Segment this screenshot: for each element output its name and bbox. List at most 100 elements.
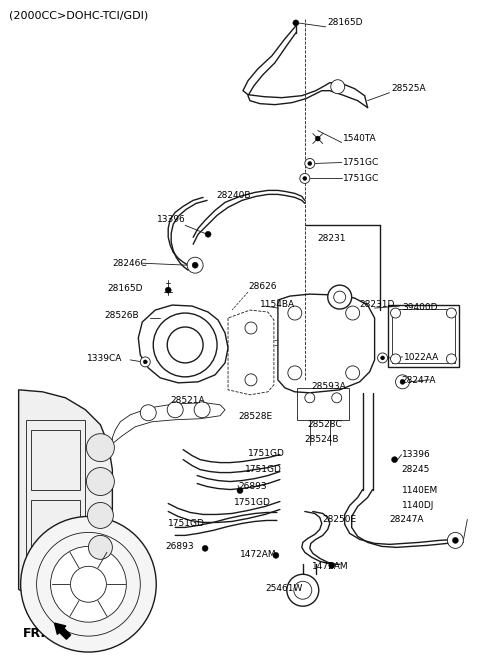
Circle shape xyxy=(288,366,302,380)
Circle shape xyxy=(86,434,114,462)
Text: 28240B: 28240B xyxy=(216,191,251,200)
Circle shape xyxy=(88,535,112,559)
Text: (2000CC>DOHC-TCI/GDI): (2000CC>DOHC-TCI/GDI) xyxy=(9,11,148,21)
Text: 28165D: 28165D xyxy=(328,18,363,28)
Polygon shape xyxy=(19,390,112,599)
Circle shape xyxy=(202,545,208,551)
Bar xyxy=(392,309,456,363)
Circle shape xyxy=(446,308,456,318)
Text: 28524B: 28524B xyxy=(305,435,339,443)
Circle shape xyxy=(140,357,150,367)
Circle shape xyxy=(447,532,463,549)
Text: 28528C: 28528C xyxy=(308,420,343,429)
Text: 1339CA: 1339CA xyxy=(87,354,123,363)
Text: 1751GD: 1751GD xyxy=(248,449,285,458)
Text: 1540TA: 1540TA xyxy=(343,134,376,143)
Text: 1751GD: 1751GD xyxy=(168,520,205,528)
Circle shape xyxy=(305,393,315,403)
Circle shape xyxy=(346,306,360,320)
Circle shape xyxy=(288,306,302,320)
Circle shape xyxy=(167,327,203,363)
Text: 1140EM: 1140EM xyxy=(402,486,438,495)
Circle shape xyxy=(346,366,360,380)
Bar xyxy=(31,499,81,549)
Circle shape xyxy=(71,566,107,602)
Circle shape xyxy=(194,402,210,418)
Circle shape xyxy=(391,354,400,364)
Circle shape xyxy=(237,487,243,493)
Text: 25461W: 25461W xyxy=(265,584,302,593)
Circle shape xyxy=(50,547,126,622)
Circle shape xyxy=(294,581,312,599)
Text: 28247A: 28247A xyxy=(390,516,424,524)
Text: 1472AM: 1472AM xyxy=(240,551,276,559)
Circle shape xyxy=(400,379,405,384)
Text: 28165D: 28165D xyxy=(108,284,143,293)
Text: 13396: 13396 xyxy=(157,215,186,224)
Circle shape xyxy=(192,262,198,268)
Bar xyxy=(297,388,348,420)
Text: 28525A: 28525A xyxy=(392,84,426,93)
Circle shape xyxy=(315,136,320,141)
Circle shape xyxy=(392,457,397,463)
Text: 28245: 28245 xyxy=(402,464,430,474)
Text: 28521A: 28521A xyxy=(170,396,205,405)
Circle shape xyxy=(300,173,310,183)
Circle shape xyxy=(165,287,171,293)
Circle shape xyxy=(378,353,387,363)
Circle shape xyxy=(391,308,400,318)
Circle shape xyxy=(187,257,203,273)
Circle shape xyxy=(328,285,352,309)
Circle shape xyxy=(293,20,299,26)
Text: 39400D: 39400D xyxy=(403,303,438,312)
Circle shape xyxy=(144,360,147,364)
FancyArrow shape xyxy=(55,623,71,639)
Circle shape xyxy=(153,313,217,377)
Bar xyxy=(25,420,85,559)
Text: 1140DJ: 1140DJ xyxy=(402,501,434,509)
Circle shape xyxy=(308,162,312,166)
Circle shape xyxy=(303,177,307,181)
Circle shape xyxy=(331,79,345,94)
Text: 28247A: 28247A xyxy=(402,376,436,385)
Circle shape xyxy=(396,375,409,389)
Circle shape xyxy=(21,516,156,652)
Circle shape xyxy=(334,291,346,303)
Text: 28593A: 28593A xyxy=(312,382,347,391)
Circle shape xyxy=(287,574,319,606)
Circle shape xyxy=(452,537,458,543)
Text: 28231: 28231 xyxy=(318,235,346,243)
Circle shape xyxy=(245,322,257,334)
Bar xyxy=(31,430,81,489)
Text: 28246C: 28246C xyxy=(112,260,147,268)
Text: 26893: 26893 xyxy=(238,482,266,491)
Circle shape xyxy=(332,393,342,403)
Bar xyxy=(387,305,459,367)
Text: 28528E: 28528E xyxy=(238,412,272,420)
Text: 1022AA: 1022AA xyxy=(404,353,439,362)
Circle shape xyxy=(87,503,113,528)
Circle shape xyxy=(446,354,456,364)
Text: 1751GC: 1751GC xyxy=(343,175,379,183)
Circle shape xyxy=(86,468,114,495)
Circle shape xyxy=(167,402,183,418)
Text: 26893: 26893 xyxy=(165,543,194,551)
Circle shape xyxy=(245,374,257,386)
Text: 1751GC: 1751GC xyxy=(343,158,379,168)
Circle shape xyxy=(36,532,140,636)
Circle shape xyxy=(140,405,156,420)
Text: 1472AM: 1472AM xyxy=(312,562,348,572)
Circle shape xyxy=(305,158,315,168)
Text: 28250E: 28250E xyxy=(323,516,357,524)
Text: 1154BA: 1154BA xyxy=(260,300,295,309)
Text: 1751GD: 1751GD xyxy=(245,464,282,474)
Circle shape xyxy=(329,562,335,568)
Text: 1751GD: 1751GD xyxy=(234,497,271,507)
Text: 28626: 28626 xyxy=(248,282,276,291)
Circle shape xyxy=(273,553,279,558)
Text: 28526B: 28526B xyxy=(104,311,139,320)
Circle shape xyxy=(205,231,211,237)
Text: 28231D: 28231D xyxy=(360,300,395,309)
Circle shape xyxy=(381,356,384,360)
Text: FR.: FR. xyxy=(23,627,46,640)
